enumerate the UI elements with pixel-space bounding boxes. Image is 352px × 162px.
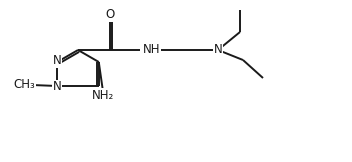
Text: N: N [53,81,62,93]
Text: O: O [105,8,115,21]
Text: NH₂: NH₂ [92,89,114,102]
Text: NH: NH [143,44,160,57]
Text: N: N [214,44,222,57]
Text: N: N [53,54,62,68]
Text: CH₃: CH₃ [13,79,35,92]
